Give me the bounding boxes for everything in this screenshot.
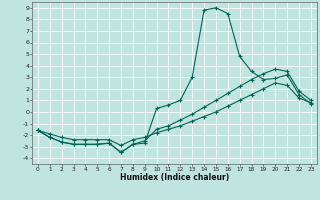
X-axis label: Humidex (Indice chaleur): Humidex (Indice chaleur) [120,173,229,182]
